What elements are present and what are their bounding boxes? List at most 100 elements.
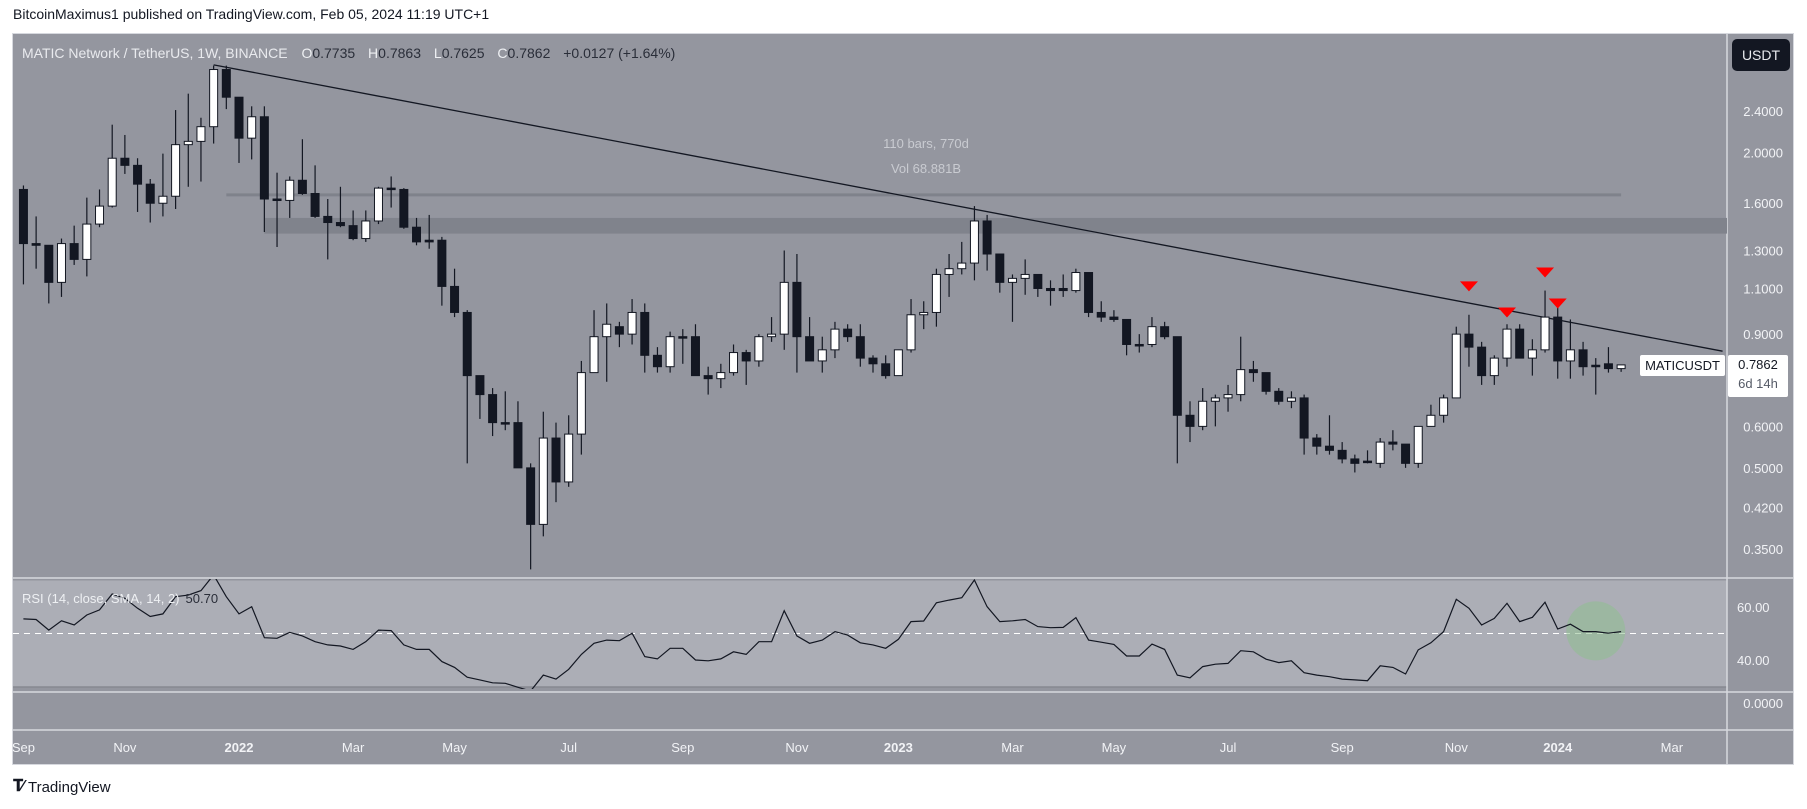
symbol-title[interactable]: MATIC Network / TetherUS, 1W, BINANCE <box>22 45 288 61</box>
rsi-line <box>23 579 1622 689</box>
currency-button[interactable]: USDT <box>1732 39 1790 71</box>
candle-body-down <box>1084 272 1094 313</box>
candle <box>1413 425 1423 468</box>
time-axis[interactable]: Sep Nov 2022 Mar May Jul Sep Nov 2023 Mar May Jul Se… <box>12 740 1684 755</box>
candle-body-down <box>475 375 485 396</box>
candle <box>627 299 637 345</box>
time-tick-label: Mar <box>1001 740 1024 755</box>
candle-body-down <box>462 311 472 377</box>
candle <box>969 206 979 281</box>
tradingview-logo-text: TradingView <box>27 778 111 796</box>
candle-body-up <box>817 349 827 362</box>
open-value: 0.7735 <box>312 45 356 61</box>
price-axis[interactable]: 2.4000 2.0000 1.6000 1.3000 1.1000 0.9000 0.60… <box>1737 104 1783 711</box>
candle-body-down <box>69 243 79 260</box>
candle <box>551 422 561 503</box>
candle-body-up <box>107 157 117 207</box>
time-tick-label: 2023 <box>884 740 913 755</box>
candle-body-down <box>1248 369 1258 374</box>
time-tick-label: Jul <box>1220 740 1237 755</box>
candles-layer <box>18 65 1626 570</box>
candle <box>830 321 840 359</box>
candle-body-up <box>1147 326 1157 345</box>
candle-body-up <box>95 205 105 225</box>
candle <box>1350 454 1360 473</box>
candle <box>1578 341 1588 376</box>
candle <box>1388 430 1398 451</box>
tradingview-logo-icon: 𝐓∕ <box>13 778 24 795</box>
candle-body-up <box>1540 316 1550 351</box>
candle <box>247 106 257 160</box>
candle-body-up <box>1565 349 1575 362</box>
candle <box>1198 388 1208 431</box>
candle-body-down <box>234 96 244 139</box>
candle-body-down <box>1312 437 1322 447</box>
candle-body-up <box>1489 357 1499 377</box>
candle-body-up <box>373 187 383 222</box>
candle-body-up <box>1286 397 1296 402</box>
candle <box>792 254 802 373</box>
sell-marker-triangle-icon <box>1498 307 1516 318</box>
candle <box>767 317 777 342</box>
candle <box>133 158 143 212</box>
candle <box>196 117 206 182</box>
open-label: O <box>301 45 313 61</box>
time-tick-label: Nov <box>785 740 809 755</box>
candle <box>906 299 916 353</box>
candle-body-down <box>855 336 865 359</box>
candle <box>526 463 536 570</box>
time-tick-label: Nov <box>113 740 137 755</box>
candle <box>868 355 878 373</box>
candle <box>297 139 307 195</box>
rsi-legend[interactable]: RSI (14, close, SMA, 14, 2) 50.70 <box>22 591 218 606</box>
last-price-tag: 0.7862 6d 14h <box>1728 355 1788 397</box>
candle-body-down <box>995 253 1005 283</box>
candle-body-down <box>412 226 422 243</box>
candle <box>1223 384 1233 412</box>
candle <box>640 303 650 373</box>
candle-body-up <box>82 223 92 260</box>
candle-body-down <box>335 222 345 227</box>
candle-body-down <box>133 164 143 185</box>
candle <box>1160 321 1170 340</box>
sell-marker-triangle-icon <box>1548 298 1567 309</box>
candle <box>259 106 269 233</box>
candle-body-down <box>526 467 536 525</box>
candle <box>1172 336 1182 464</box>
candle-body-up <box>1007 277 1017 283</box>
candle-body-down <box>805 336 815 362</box>
lower-pane-tick-label: 0.0000 <box>1743 696 1783 711</box>
candle-body-up <box>1439 397 1449 416</box>
candle <box>1109 310 1119 322</box>
candle <box>1020 259 1030 295</box>
candle <box>1401 443 1411 468</box>
candle-body-down <box>1033 273 1043 289</box>
candle <box>145 178 155 223</box>
sell-marker-triangle-icon <box>1536 267 1555 278</box>
candle-body-down <box>1337 449 1347 460</box>
tradingview-logo[interactable]: 𝐓∕ TradingView <box>13 778 111 796</box>
candle-body-down <box>31 243 41 246</box>
candle <box>424 214 434 249</box>
rsi-tick-label: 40.00 <box>1737 653 1770 668</box>
candle-body-down <box>868 357 878 365</box>
candle-body-up <box>564 433 574 483</box>
candle-body-down <box>1160 326 1170 338</box>
candle-body-up <box>247 116 257 139</box>
candle-body-down <box>310 193 320 217</box>
candle <box>107 124 117 208</box>
drawings-layer <box>213 64 1727 352</box>
candle-body-down <box>551 437 561 483</box>
candle-body-down <box>690 336 700 377</box>
measure-info: 110 bars, 770d Vol 68.881B <box>826 131 1026 181</box>
candle-body-down <box>1553 316 1563 362</box>
rsi-layer <box>23 579 1626 689</box>
candle <box>412 217 422 246</box>
candle <box>1439 394 1449 423</box>
candle <box>1477 341 1487 385</box>
candle-body-up <box>158 195 168 204</box>
change-value: +0.0127 (+1.64%) <box>563 45 676 61</box>
candle <box>1007 274 1017 322</box>
candle <box>564 415 574 487</box>
